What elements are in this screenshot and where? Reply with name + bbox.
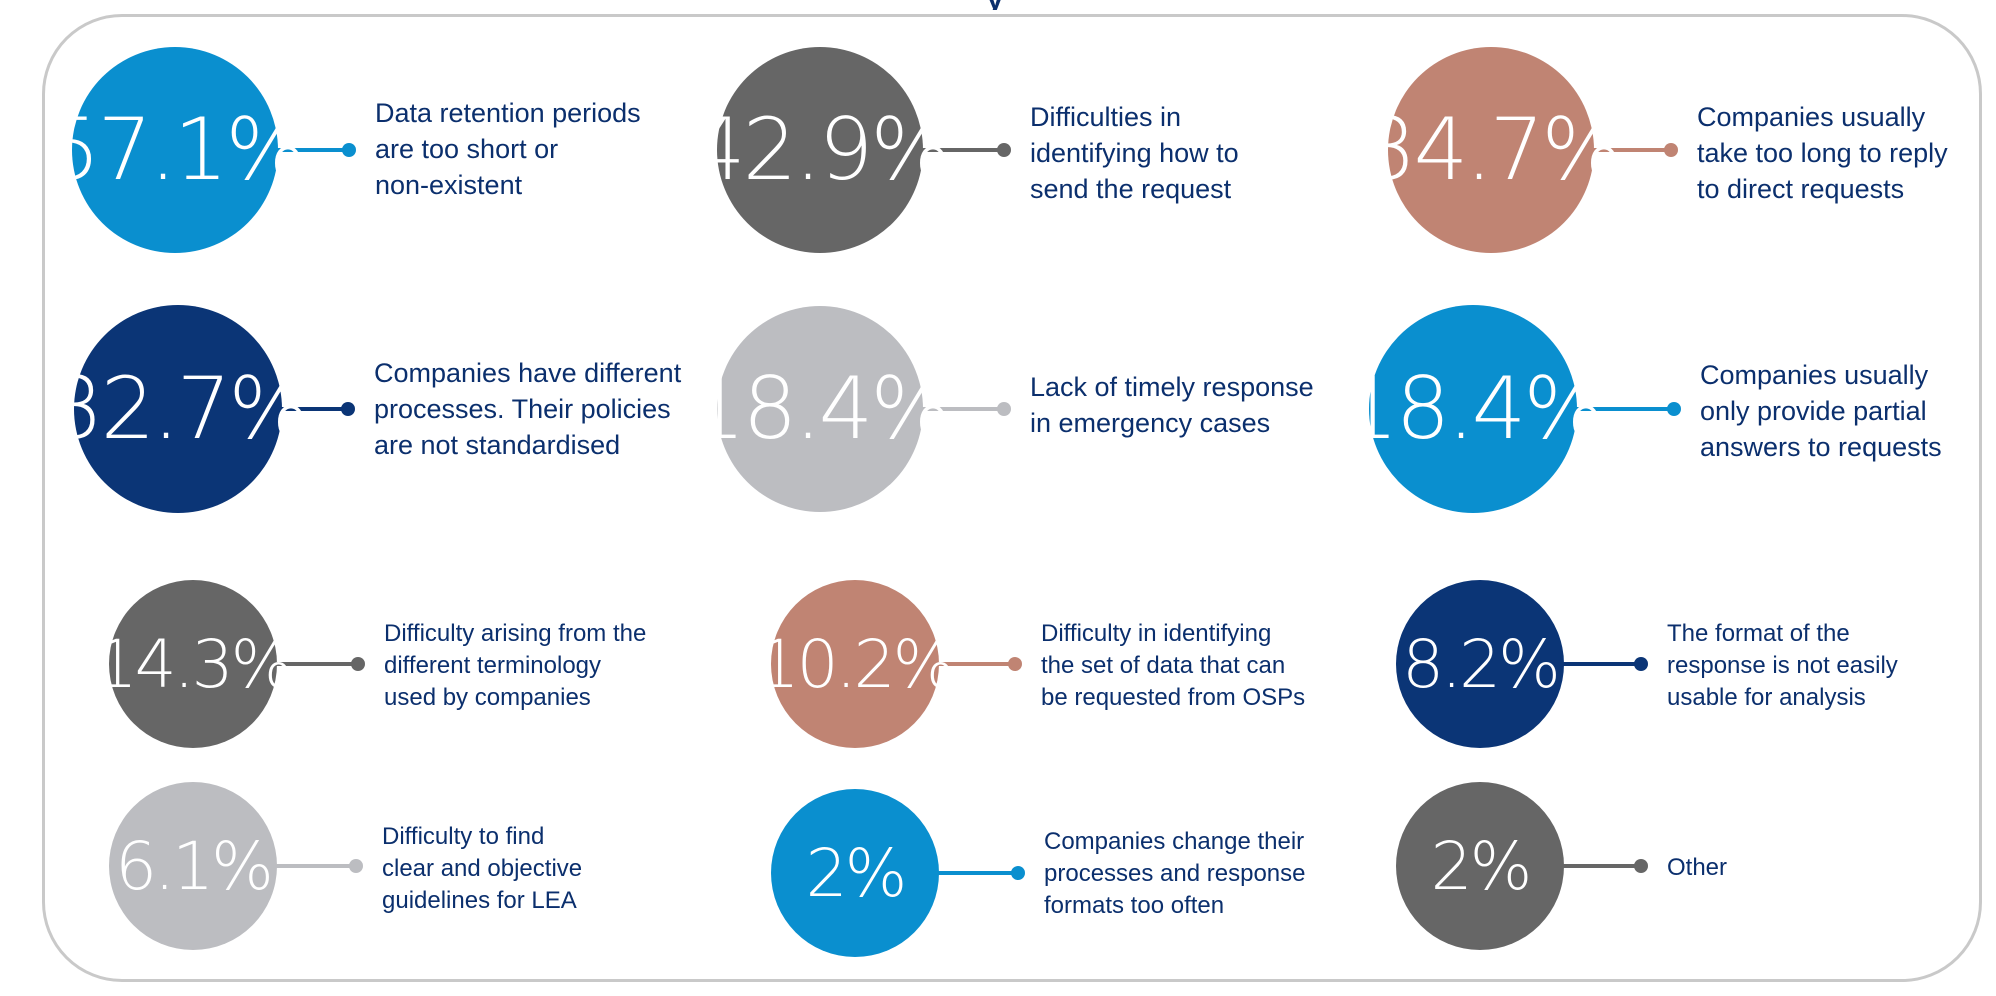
chart-frame bbox=[42, 14, 1982, 982]
value-circle: 2% bbox=[1396, 782, 1564, 950]
category-label: Companies change their processes and res… bbox=[1044, 828, 1306, 919]
connector-dot bbox=[1011, 866, 1025, 880]
connector-dot bbox=[1634, 859, 1648, 873]
value-circle: 18.4% bbox=[691, 306, 952, 512]
category-label: Companies usually only provide partial a… bbox=[1700, 360, 1942, 462]
category-label: Difficulty in identifying the set of dat… bbox=[1041, 620, 1306, 711]
connector-dot bbox=[349, 859, 363, 873]
value-circle: 34.7% bbox=[1362, 47, 1623, 253]
connector-line bbox=[915, 148, 1004, 152]
connector-line bbox=[1556, 864, 1641, 868]
category-label: Difficulties in identifying how to send … bbox=[1030, 102, 1239, 204]
connector-dot bbox=[342, 143, 356, 157]
value-circle: 57.1% bbox=[46, 47, 307, 253]
heading-fragment: y bbox=[965, 0, 1025, 10]
value-circle: 10.2% bbox=[758, 580, 955, 748]
value-circle: 14.3% bbox=[96, 580, 293, 748]
connector-line bbox=[931, 871, 1018, 875]
connector-line bbox=[1556, 662, 1641, 666]
connector-line bbox=[269, 864, 356, 868]
category-label: The format of the response is not easily… bbox=[1667, 620, 1898, 711]
connector-dot bbox=[1634, 657, 1648, 671]
category-label: Difficulty to find clear and objective g… bbox=[382, 823, 583, 914]
value-circle: 8.2% bbox=[1396, 580, 1564, 748]
connector-dot bbox=[1664, 143, 1678, 157]
connector-line bbox=[274, 407, 348, 411]
connector-dot bbox=[351, 657, 365, 671]
category-label: Data retention periods are too short or … bbox=[375, 98, 641, 200]
connector-line bbox=[270, 148, 349, 152]
category-label: Other bbox=[1667, 854, 1728, 881]
category-label: Companies have different processes. Thei… bbox=[374, 358, 682, 460]
category-label: Lack of timely response in emergency cas… bbox=[1030, 372, 1314, 438]
value-circle: 2% bbox=[771, 789, 939, 957]
connector-dot bbox=[997, 143, 1011, 157]
value-circle: 32.7% bbox=[49, 305, 310, 513]
value-circle: 42.9% bbox=[691, 47, 952, 253]
category-label: Difficulty arising from the different te… bbox=[384, 620, 647, 711]
connector-line bbox=[1586, 148, 1671, 152]
connector-dot bbox=[341, 402, 355, 416]
value-circle: 6.1% bbox=[109, 782, 277, 950]
connector-dot bbox=[1008, 657, 1022, 671]
connector-line bbox=[1569, 407, 1674, 411]
connector-line bbox=[931, 662, 1015, 666]
connector-dot bbox=[997, 402, 1011, 416]
connector-line bbox=[269, 662, 358, 666]
value-circle: 18.4% bbox=[1344, 305, 1605, 513]
connector-line bbox=[915, 407, 1004, 411]
connector-dot bbox=[1667, 402, 1681, 416]
category-label: Companies usually take too long to reply… bbox=[1697, 102, 1948, 204]
